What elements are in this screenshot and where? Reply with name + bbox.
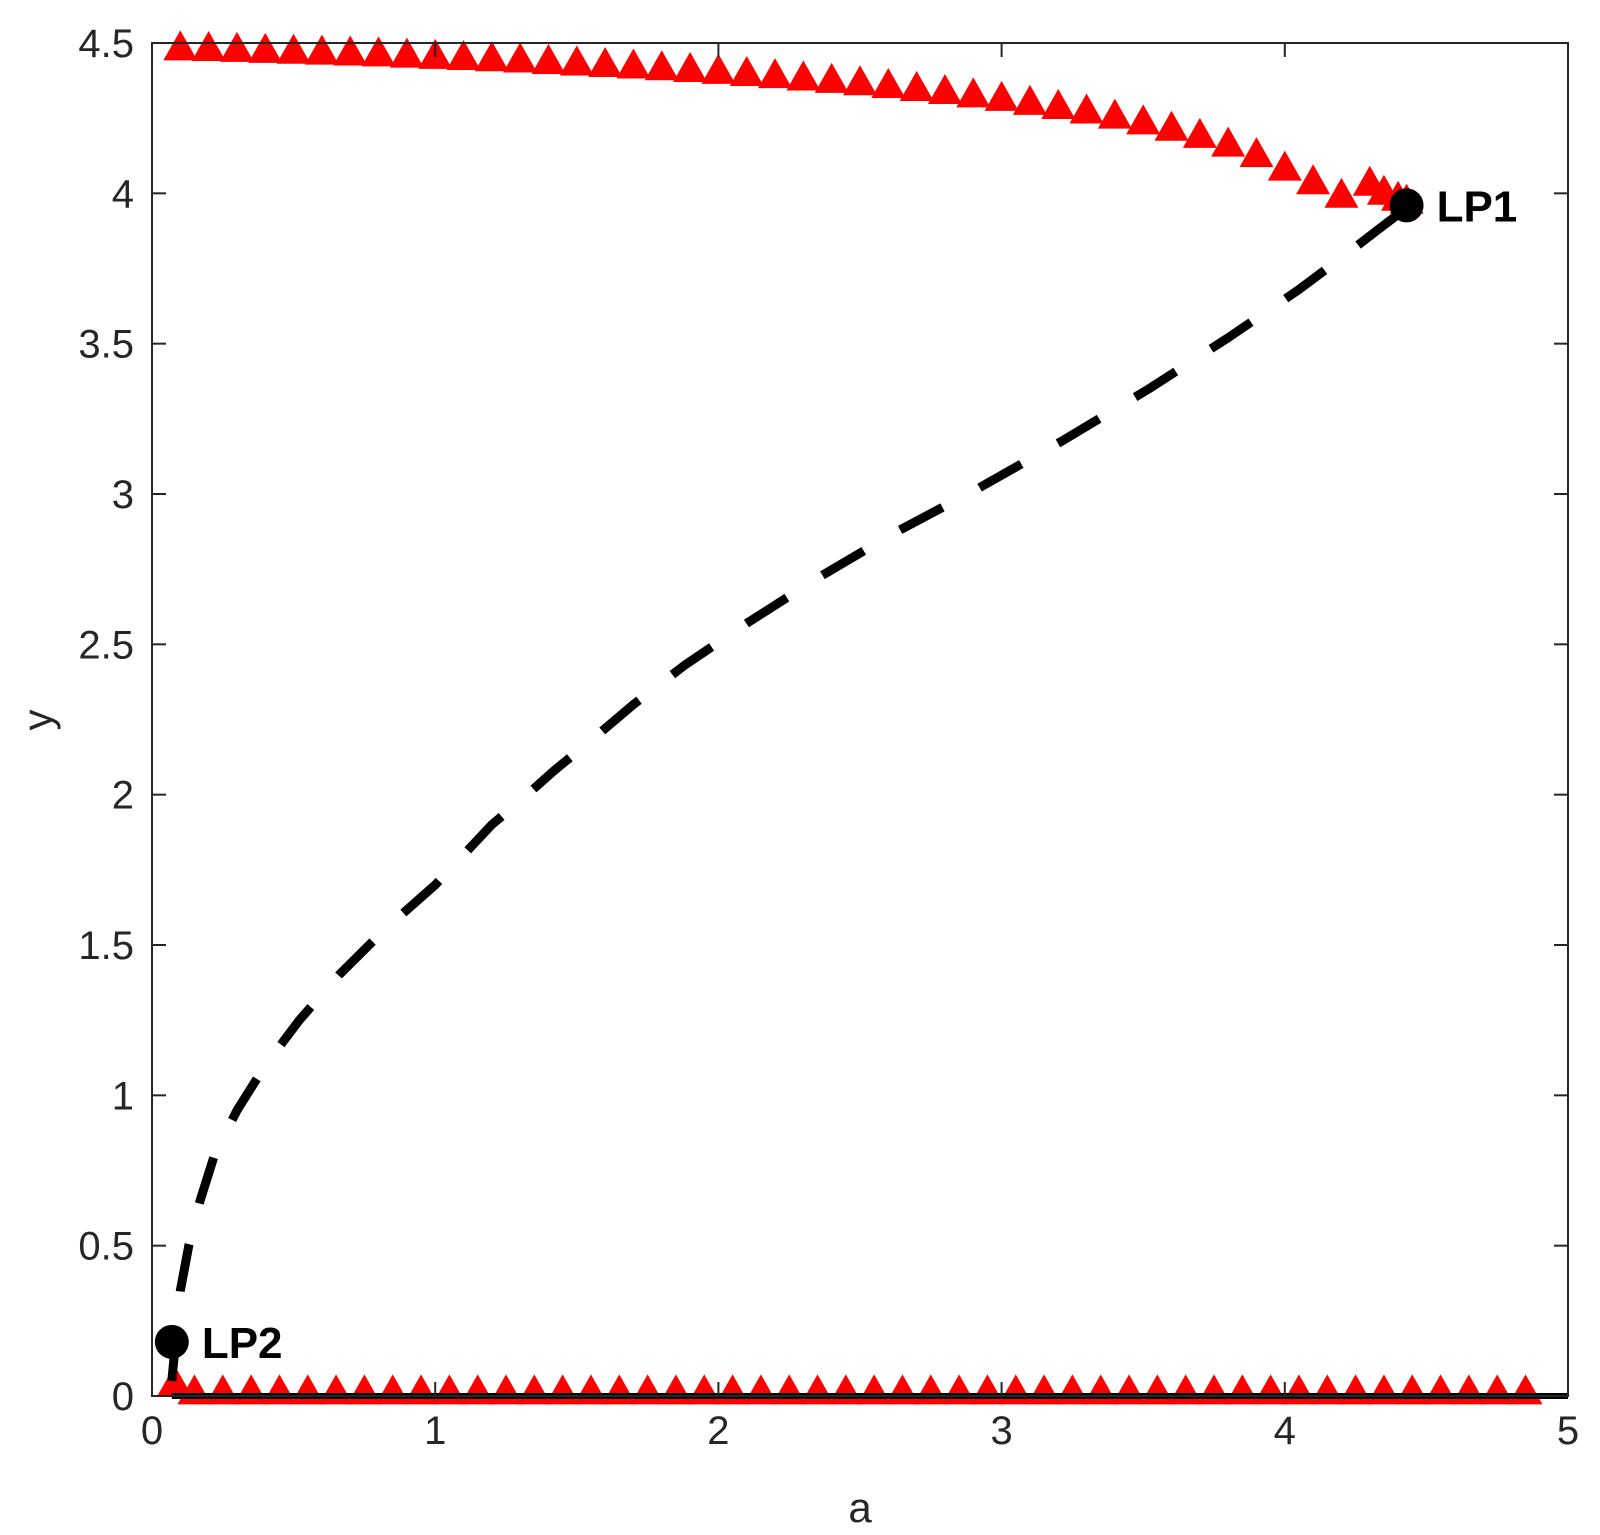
marker-triangle xyxy=(1182,117,1217,148)
marker-triangle xyxy=(389,37,424,68)
marker-triangle xyxy=(1069,93,1104,124)
axes-box xyxy=(151,42,1569,1397)
marker-triangle xyxy=(191,31,226,62)
y-tick-label: 3.5 xyxy=(78,323,134,367)
marker-triangle xyxy=(673,52,708,83)
marker-triangle xyxy=(814,62,849,93)
marker-triangle xyxy=(956,77,991,108)
y-tick-label: 2.5 xyxy=(78,623,134,667)
marker-triangle xyxy=(219,31,254,62)
marker-triangle xyxy=(163,30,198,61)
marker-triangle xyxy=(644,50,679,81)
plot-area xyxy=(152,43,1568,1396)
x-tick-label: 3 xyxy=(990,1409,1012,1453)
marker-triangle xyxy=(588,46,623,77)
marker-triangle xyxy=(758,58,793,89)
marker-triangle xyxy=(843,65,877,96)
marker-triangle xyxy=(871,67,906,98)
marker-triangle xyxy=(276,33,311,64)
marker-triangle xyxy=(1267,150,1302,181)
point-lp2-label: LP2 xyxy=(202,1319,283,1368)
marker-triangle xyxy=(1296,164,1331,195)
marker-triangle xyxy=(361,36,396,67)
series-3-line xyxy=(167,202,1410,1382)
marker-triangle xyxy=(446,40,481,71)
x-tick-label: 2 xyxy=(707,1409,729,1453)
x-tick-label: 4 xyxy=(1274,1409,1296,1453)
marker-triangle xyxy=(1154,110,1189,141)
marker-triangle xyxy=(1324,177,1359,208)
x-axis-label: a xyxy=(848,1484,872,1531)
marker-triangle xyxy=(701,53,736,84)
marker-triangle xyxy=(927,74,962,105)
marker-triangle xyxy=(248,32,283,63)
y-tick-label: 1.5 xyxy=(78,924,134,968)
point-lp1-marker xyxy=(1389,188,1424,223)
point-lp1-label: LP1 xyxy=(1437,182,1518,231)
marker-triangle xyxy=(1097,98,1132,129)
marker-triangle xyxy=(1126,104,1161,135)
marker-triangle xyxy=(1211,126,1246,157)
marker-triangle xyxy=(333,35,368,66)
y-tick-label: 3 xyxy=(112,473,134,517)
y-tick-label: 0.5 xyxy=(78,1225,134,1269)
marker-triangle xyxy=(786,60,821,91)
marker-triangle xyxy=(1239,137,1274,168)
marker-triangle xyxy=(616,48,651,79)
x-tick-label: 1 xyxy=(424,1409,446,1453)
marker-triangle xyxy=(984,80,1019,111)
y-tick-label: 0 xyxy=(112,1375,134,1419)
x-tick-label: 0 xyxy=(141,1409,163,1453)
marker-triangle xyxy=(559,45,594,76)
y-tick-label: 2 xyxy=(112,774,134,818)
y-axis-label: y xyxy=(14,710,61,731)
y-tick-label: 1 xyxy=(112,1074,134,1118)
marker-triangle xyxy=(531,43,566,74)
x-tick-label: 5 xyxy=(1557,1409,1579,1453)
y-tick-label: 4 xyxy=(112,172,134,216)
marker-triangle xyxy=(899,71,934,102)
point-lp2-marker xyxy=(154,1324,189,1359)
marker-triangle xyxy=(474,41,509,72)
marker-triangle xyxy=(729,55,764,86)
marker-triangle xyxy=(1012,84,1047,115)
points-layer: LP1 LP2 xyxy=(154,182,1518,1368)
marker-triangle xyxy=(1041,89,1076,120)
marker-triangle xyxy=(304,34,339,65)
axes-layer: 0 1 2 3 4 5 0 0.5 1 1.5 2 2.5 3 3.5 4 4.5 xyxy=(78,22,1579,1453)
marker-triangle xyxy=(503,42,538,73)
series-1-markers xyxy=(163,30,1424,214)
y-tick-label: 4.5 xyxy=(78,22,134,66)
